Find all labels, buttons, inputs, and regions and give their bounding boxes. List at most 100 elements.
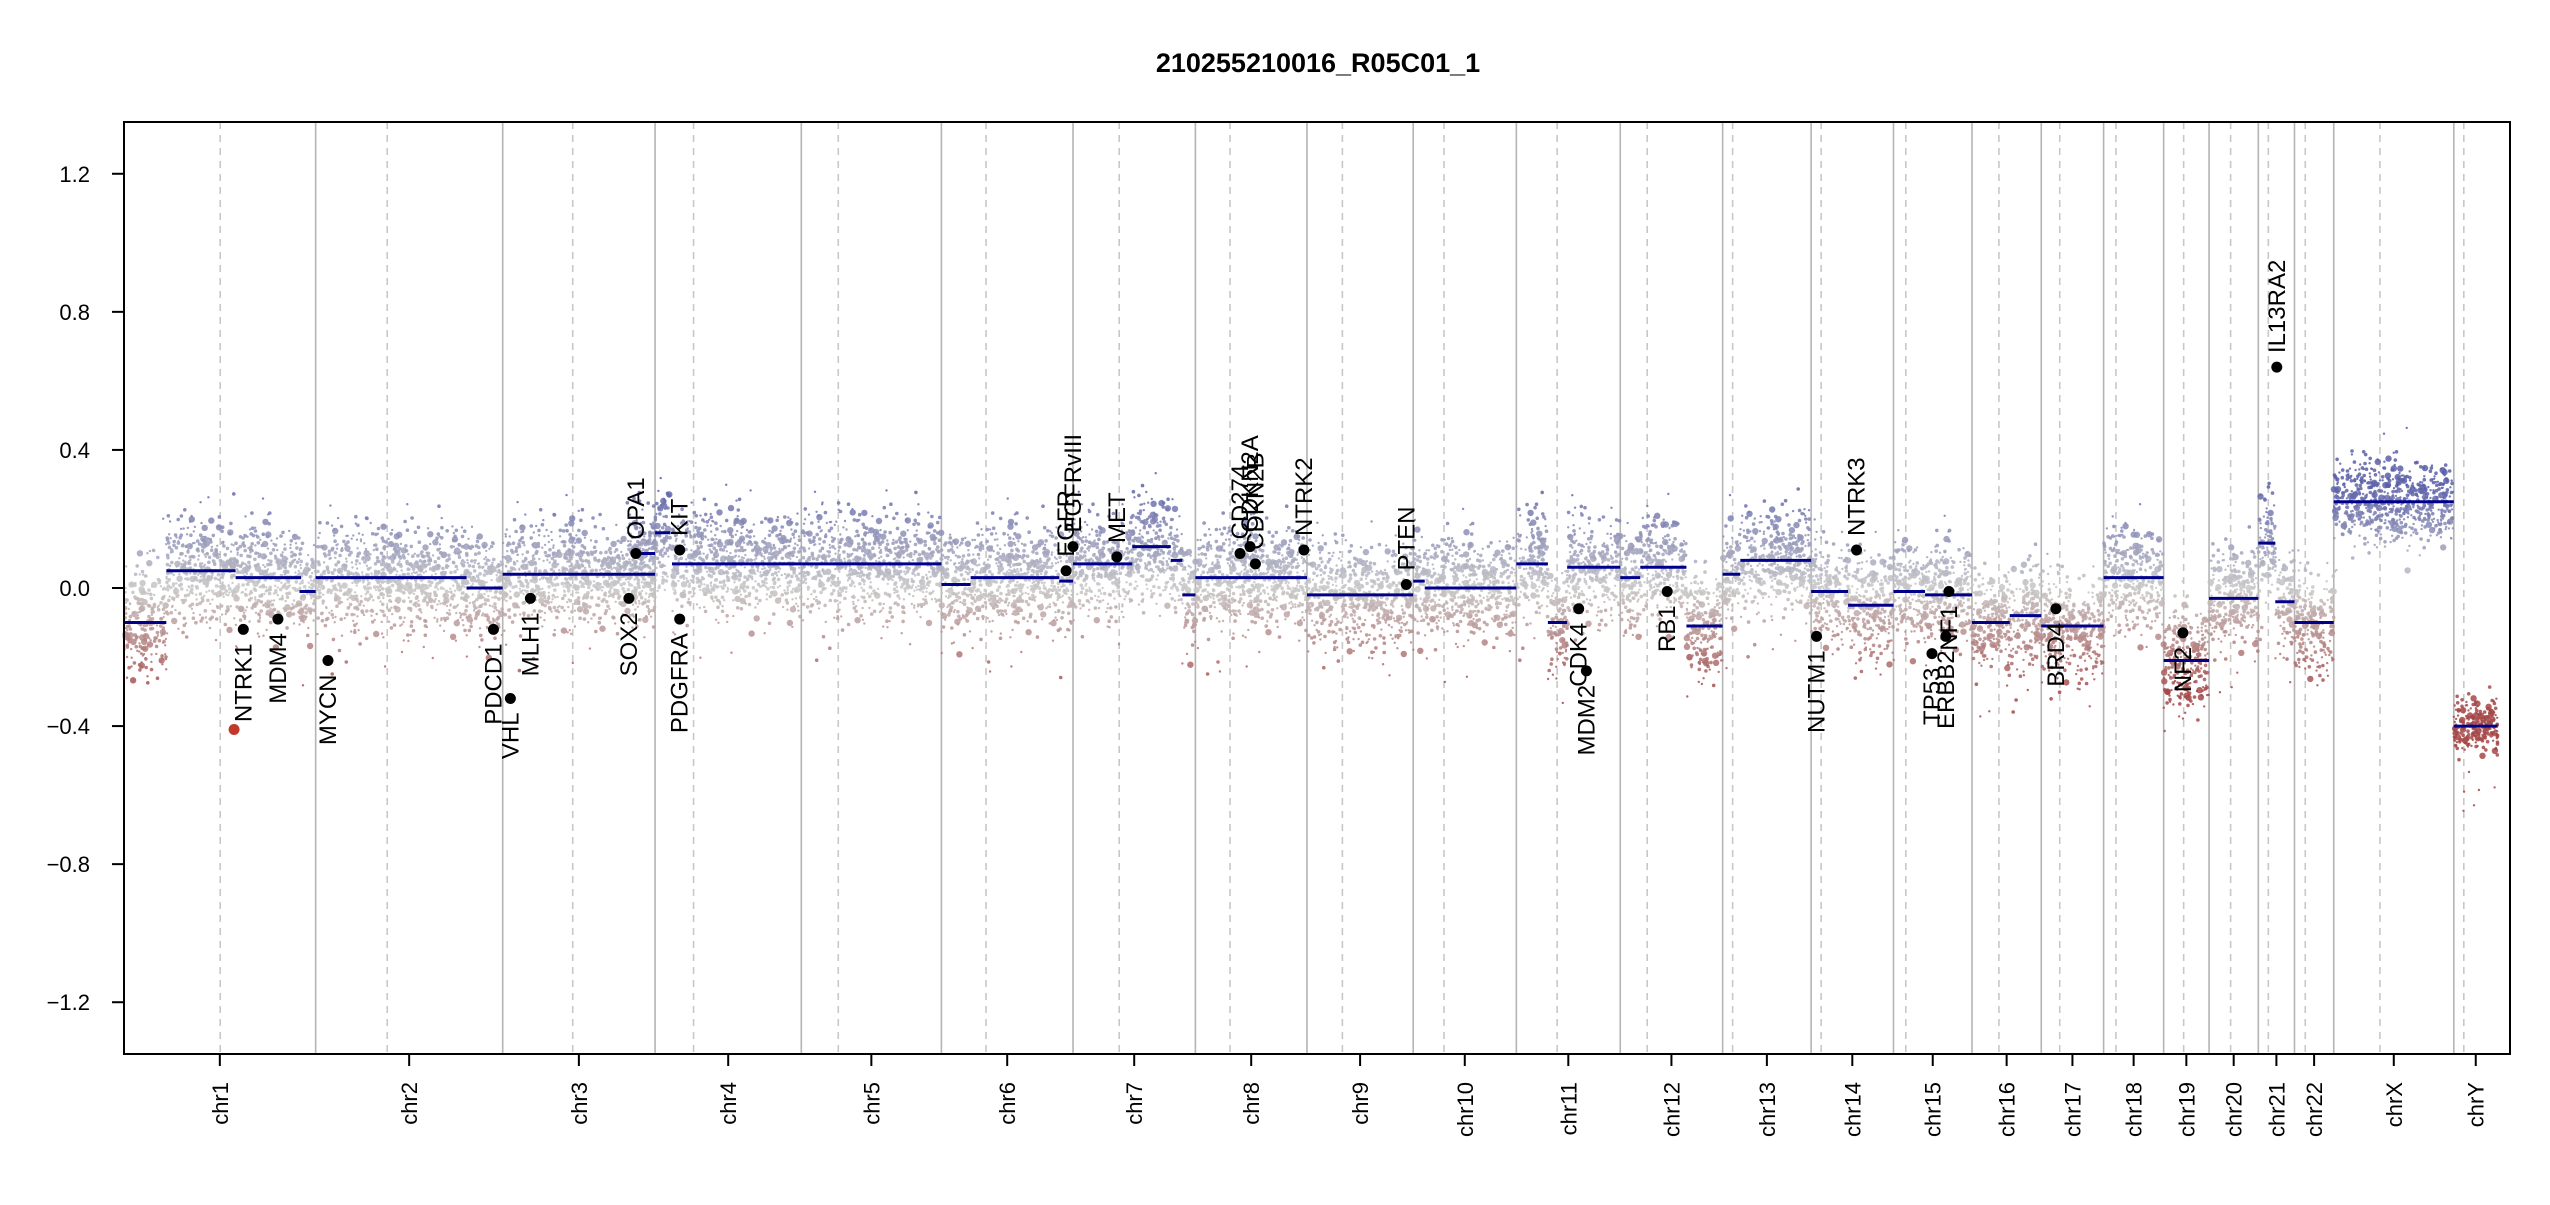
probe-point <box>535 525 537 527</box>
probe-point <box>745 559 749 563</box>
probe-point <box>464 609 468 613</box>
probe-point <box>169 596 171 598</box>
probe-point <box>650 578 652 580</box>
probe-point <box>775 597 781 603</box>
probe-point <box>873 555 875 557</box>
probe-point <box>754 580 756 582</box>
probe-point <box>773 550 779 556</box>
probe-point <box>768 622 772 626</box>
probe-point <box>555 616 559 620</box>
probe-point <box>388 621 390 623</box>
probe-point <box>771 573 775 577</box>
probe-point <box>316 570 320 574</box>
probe-point <box>650 585 652 587</box>
probe-point <box>784 573 786 575</box>
probe-point <box>794 543 796 545</box>
probe-point <box>167 578 171 582</box>
probe-point <box>651 588 655 592</box>
probe-point <box>630 540 632 542</box>
probe-point <box>140 652 142 654</box>
probe-point <box>715 578 719 582</box>
probe-point <box>307 627 309 629</box>
probe-point <box>552 544 554 546</box>
probe-point <box>220 604 224 608</box>
probe-point <box>195 594 197 596</box>
probe-point <box>886 539 888 541</box>
probe-point <box>230 550 232 552</box>
probe-point <box>418 608 422 612</box>
probe-point <box>719 601 721 603</box>
probe-point <box>269 552 273 556</box>
probe-point <box>282 551 284 553</box>
probe-point <box>817 521 819 523</box>
probe-point <box>455 612 457 614</box>
probe-point <box>882 607 884 609</box>
probe-point <box>888 531 892 535</box>
probe-point <box>612 593 616 597</box>
probe-point <box>263 593 265 595</box>
probe-point <box>450 591 452 593</box>
probe-point <box>522 560 526 564</box>
probe-point <box>206 537 210 541</box>
probe-point <box>711 551 713 553</box>
probe-point <box>133 661 137 665</box>
probe-point <box>299 560 303 564</box>
probe-point <box>732 599 734 601</box>
probe-point <box>249 591 253 595</box>
probe-point <box>805 571 809 575</box>
probe-point <box>498 569 500 571</box>
probe-point <box>726 575 728 577</box>
probe-point <box>455 529 459 533</box>
probe-point <box>687 584 691 588</box>
probe-point <box>500 561 502 563</box>
probe-point <box>947 558 949 560</box>
probe-point <box>919 616 921 618</box>
probe-point <box>787 592 789 594</box>
probe-point <box>757 603 759 605</box>
probe-point <box>314 570 316 572</box>
probe-point <box>548 592 550 594</box>
probe-point <box>233 617 235 619</box>
probe-point <box>521 541 525 545</box>
probe-point <box>320 596 322 598</box>
probe-point <box>408 592 410 594</box>
probe-point <box>710 538 714 542</box>
probe-point <box>974 539 976 541</box>
probe-point <box>201 596 205 600</box>
probe-point <box>206 581 210 585</box>
probe-point <box>170 611 174 615</box>
probe-point <box>895 540 899 544</box>
probe-point <box>912 581 914 583</box>
probe-point <box>475 598 479 602</box>
probe-point <box>945 561 949 565</box>
probe-point <box>285 567 287 569</box>
probe-point <box>727 588 729 590</box>
probe-point <box>731 535 735 539</box>
probe-point <box>519 588 521 590</box>
probe-point <box>220 529 224 533</box>
probe-point <box>181 599 183 601</box>
probe-point <box>269 607 271 609</box>
probe-point <box>647 542 651 546</box>
probe-point <box>472 565 476 569</box>
probe-point <box>467 538 469 540</box>
probe-point <box>192 616 196 620</box>
probe-point <box>613 567 615 569</box>
probe-point <box>466 616 472 622</box>
probe-point <box>448 609 450 611</box>
probe-point <box>509 590 511 592</box>
probe-point <box>1000 632 1002 634</box>
probe-point <box>807 589 809 591</box>
probe-point <box>210 548 214 552</box>
probe-point <box>939 602 945 608</box>
probe-point <box>582 602 586 606</box>
probe-point <box>941 652 943 654</box>
probe-point <box>675 540 677 542</box>
probe-point <box>438 600 440 602</box>
probe-point <box>887 549 891 553</box>
probe-point <box>860 567 862 569</box>
probe-point <box>291 603 293 605</box>
probe-point <box>575 587 579 591</box>
probe-point <box>294 559 296 561</box>
probe-point <box>611 615 615 619</box>
